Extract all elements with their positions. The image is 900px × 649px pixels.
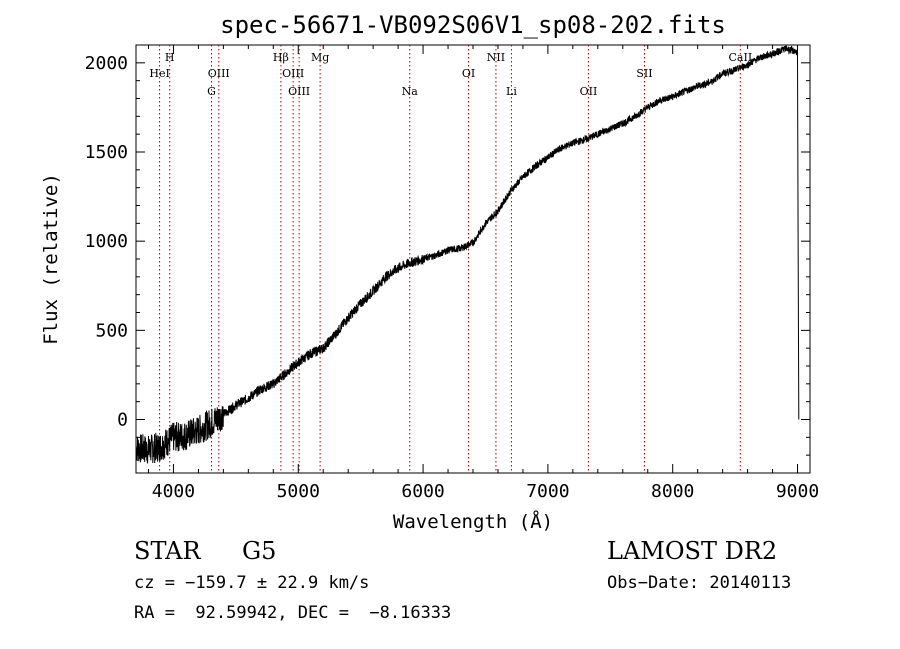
object-subclass: G5 (242, 537, 277, 565)
y-tick-label: 1000 (85, 231, 128, 252)
velocity-readout: cz = −159.7 ± 22.9 km/s (134, 573, 370, 593)
line-label: HeI (149, 67, 169, 80)
x-tick-label: 6000 (401, 481, 444, 502)
y-tick-label: 2000 (85, 53, 128, 74)
y-tick-label: 500 (95, 320, 128, 341)
line-label: G (207, 85, 216, 98)
chart-title: spec-56671-VB092S06V1_sp08-202.fits (220, 11, 726, 39)
line-label: OI (462, 67, 475, 80)
x-tick-label: 8000 (651, 481, 694, 502)
sky-coordinates: RA = 92.59942, DEC = −8.16333 (134, 603, 452, 623)
spectrum-line (135, 45, 800, 464)
emission-line-markers: HeI H OIII G Hβ OIII OIII Mg Na OI NII Li OII SII CaII (149, 45, 752, 473)
observation-date: Obs−Date: 20140113 (607, 573, 792, 593)
y-axis-ticks: 0 500 1000 1500 2000 (85, 44, 810, 456)
survey-name: LAMOST DR2 (607, 537, 778, 565)
line-label: OIII (208, 67, 230, 80)
y-tick-label: 0 (117, 410, 128, 431)
line-label: H (165, 51, 175, 64)
line-label: Li (506, 85, 517, 98)
line-label: Na (402, 85, 419, 98)
line-label: Hβ (273, 51, 289, 64)
x-tick-label: 7000 (526, 481, 569, 502)
line-label: OII (580, 85, 598, 98)
line-label: CaII (729, 51, 753, 64)
spectrum-series (135, 45, 800, 464)
line-label: SII (636, 67, 652, 80)
x-tick-label: 9000 (776, 481, 819, 502)
line-label: Mg (311, 51, 329, 64)
object-class: STAR (134, 537, 201, 565)
line-label: OIII (288, 85, 310, 98)
line-label: NII (487, 51, 505, 64)
y-axis-label: Flux (relative) (40, 173, 62, 345)
line-label: OIII (282, 67, 304, 80)
x-axis-label: Wavelength (Å) (393, 510, 553, 533)
y-tick-label: 1500 (85, 142, 128, 163)
x-tick-label: 5000 (277, 481, 320, 502)
x-tick-label: 4000 (152, 481, 195, 502)
x-axis-ticks: 4000 5000 6000 7000 8000 9000 (147, 45, 819, 502)
